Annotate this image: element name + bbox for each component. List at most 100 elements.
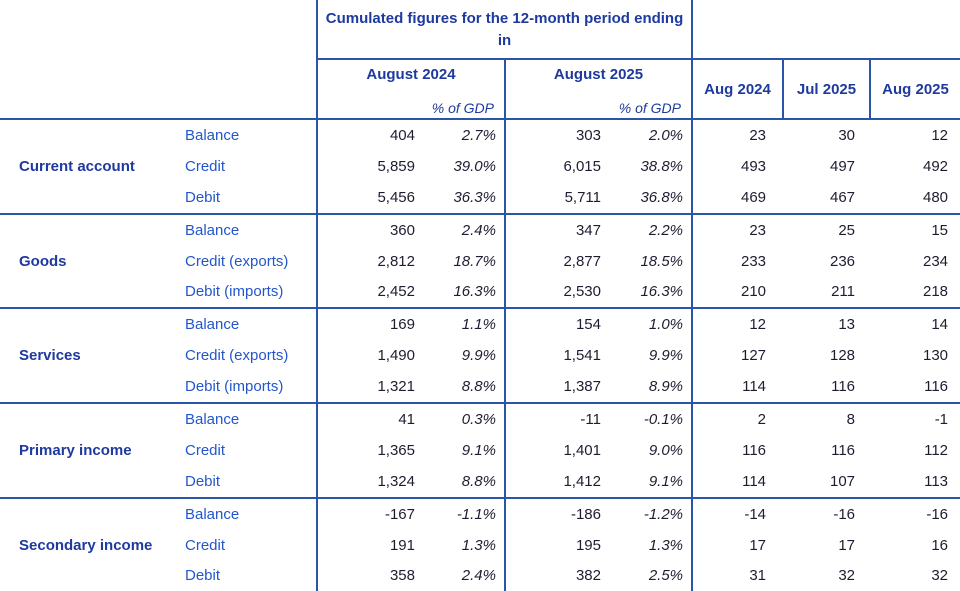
value-cell: 9.9% <box>432 340 506 372</box>
value-cell: 2.4% <box>432 212 506 246</box>
row-label: Debit <box>180 465 318 498</box>
value-cell: 36.3% <box>432 181 506 214</box>
header-row-title: Cumulated figures for the 12-month perio… <box>0 0 960 60</box>
value-cell: 1.0% <box>618 307 694 341</box>
row-label: Debit (imports) <box>180 371 318 404</box>
header-row-columns: August 2024 % of GDP August 2025 % of GD… <box>0 59 960 120</box>
value-cell: 236 <box>829 252 856 270</box>
value-cell: 1.3% <box>618 529 694 561</box>
value-cell: 8 <box>783 402 871 435</box>
value-cell: 497 <box>829 157 856 175</box>
value-cell: 16 <box>931 536 949 554</box>
row-label: Balance <box>180 402 318 435</box>
value-cell: 130 <box>923 347 949 365</box>
value-cell: -16 <box>870 496 960 530</box>
period-header-august-2025: August 2025 % of GDP <box>503 59 694 120</box>
value-cell: 382 <box>575 567 601 585</box>
table-row: Credit (exports) 1,490 9.9% 1,541 9.9% 127 128… <box>0 340 960 372</box>
value-cell: 17 <box>838 536 856 554</box>
table-row: Debit 5,456 36.3% 5,711 36.8% 469 467 480 <box>0 181 960 214</box>
table-body: Current account Balance 404 2.7% 303 2.0% 23 30… <box>0 119 960 591</box>
value-cell: 9.0% <box>618 434 694 466</box>
value-cell: 112 <box>924 441 949 459</box>
month-header-aug-2024: Aug 2024 <box>691 59 784 120</box>
value-cell: 114 <box>742 378 767 396</box>
pct-of-gdp-label: % of GDP <box>618 100 682 116</box>
period-label: August 2025 <box>553 66 644 83</box>
value-cell: 218 <box>923 283 949 301</box>
value-cell: 31 <box>749 567 767 585</box>
period-header-august-2024: August 2024 % of GDP <box>316 59 506 120</box>
value-cell: 12 <box>931 126 949 144</box>
row-label: Credit <box>180 150 318 182</box>
value-cell: 191 <box>389 536 415 554</box>
row-label: Balance <box>180 496 318 530</box>
value-cell: 2,812 <box>377 252 415 270</box>
table-row: Secondary income Balance -167 -1.1% -186 -1.2… <box>0 496 960 591</box>
value-cell: 2,877 <box>563 252 601 270</box>
month-header-jul-2025: Jul 2025 <box>782 59 871 120</box>
value-cell: 2.7% <box>432 119 506 151</box>
value-cell: 1,401 <box>563 441 601 459</box>
pct-of-gdp-label: % of GDP <box>431 100 494 116</box>
value-cell: -16 <box>783 496 871 530</box>
value-cell: 39.0% <box>432 150 506 182</box>
value-cell: 9.1% <box>432 434 506 466</box>
table-row: Primary income Balance 41 0.3% -11 -0.1% 2 8 -1 <box>0 402 960 498</box>
value-cell: 17 <box>749 536 767 554</box>
value-cell: 234 <box>923 252 949 270</box>
table-row: Current account Balance 404 2.7% 303 2.0% 23 30… <box>0 119 960 175</box>
period-label: August 2024 <box>366 66 456 83</box>
table-row: Debit 1,324 8.8% 1,412 9.1% 114 107 113 <box>0 465 960 498</box>
value-cell: -1.2% <box>618 496 694 530</box>
row-label: Debit <box>180 560 318 591</box>
table-row: Credit 191 1.3% 195 1.3% 17 17 16 <box>0 529 960 561</box>
value-cell: 1,321 <box>377 378 415 396</box>
value-cell: 469 <box>740 188 767 206</box>
value-cell: 210 <box>740 283 767 301</box>
value-cell: 23 <box>692 212 784 246</box>
value-cell: 15 <box>870 212 960 246</box>
value-cell: 8.8% <box>432 371 506 404</box>
group-label: Primary income <box>0 402 180 498</box>
value-cell: 23 <box>749 126 767 144</box>
table-row: Goods Balance 360 2.4% 347 2.2% 23 25 15 <box>0 212 960 309</box>
value-cell: 2,530 <box>563 283 601 301</box>
row-label: Debit (imports) <box>180 276 318 309</box>
value-cell: -167 <box>317 496 432 530</box>
value-cell: 480 <box>923 188 949 206</box>
value-cell: 169 <box>317 307 432 341</box>
value-cell: -186 <box>505 496 618 530</box>
value-cell: -14 <box>692 496 784 530</box>
table-row: Credit (exports) 2,812 18.7% 2,877 18.5% 233 2… <box>0 245 960 277</box>
value-cell: 303 <box>575 126 601 144</box>
value-cell: 18.7% <box>432 245 506 277</box>
value-cell: 2.0% <box>618 119 694 151</box>
value-cell: 1,412 <box>563 472 601 490</box>
value-cell: 6,015 <box>563 157 601 175</box>
table-row: Debit (imports) 2,452 16.3% 2,530 16.3% 210 21… <box>0 276 960 309</box>
table-row: Credit 5,859 39.0% 6,015 38.8% 493 497 492 <box>0 150 960 182</box>
value-cell: 9.1% <box>618 465 694 498</box>
value-cell: 113 <box>924 472 949 490</box>
value-cell: 1,365 <box>377 441 415 459</box>
value-cell: 41 <box>317 402 432 435</box>
month-header-aug-2025: Aug 2025 <box>869 59 960 120</box>
value-cell: 5,859 <box>377 157 415 175</box>
value-cell: 493 <box>740 157 767 175</box>
value-cell: 14 <box>870 307 960 341</box>
row-label: Credit <box>180 434 318 466</box>
header-spacer-left <box>0 0 317 59</box>
value-cell: 154 <box>505 307 618 341</box>
value-cell: 8.8% <box>432 465 506 498</box>
value-cell: 36.8% <box>618 181 694 214</box>
value-cell: 9.9% <box>618 340 694 372</box>
value-cell: 0.3% <box>432 402 506 435</box>
value-cell: 1,541 <box>563 347 601 365</box>
value-cell: 8.9% <box>618 371 694 404</box>
row-label: Credit (exports) <box>180 245 318 277</box>
row-label: Balance <box>180 212 318 246</box>
row-label: Credit (exports) <box>180 340 318 372</box>
value-cell: 38.8% <box>618 150 694 182</box>
